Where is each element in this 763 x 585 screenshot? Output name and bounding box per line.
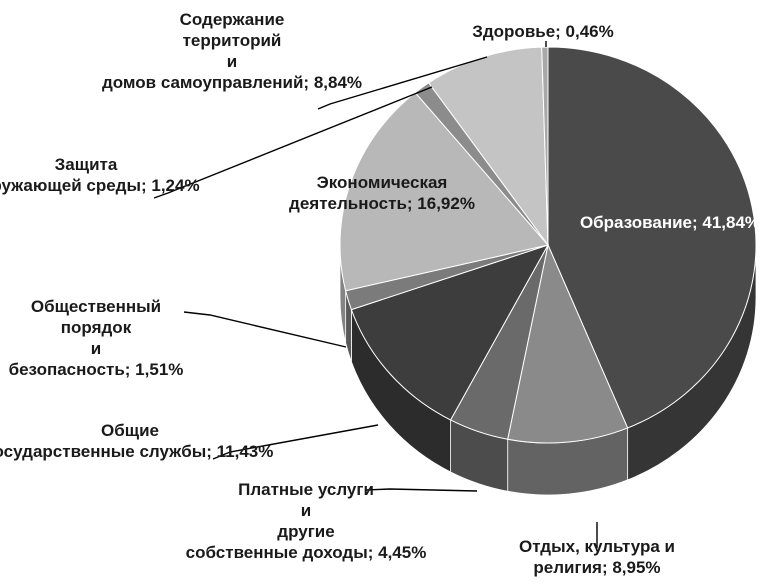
label-line: Отдых, культура и	[519, 537, 675, 556]
label-line: и	[301, 501, 311, 520]
label-line: домов самоуправлений; 8,84%	[102, 73, 362, 92]
pie-slice-общие-государственные-службы	[350, 244, 550, 421]
label-line: безопасность; 1,51%	[9, 360, 184, 379]
label-line: Содержание	[180, 10, 285, 29]
label-защита-окружающей-среды: Защита окружающей среды; 1,24%	[0, 155, 200, 195]
label-здоровье: Здоровье; 0,46%	[472, 22, 614, 41]
label-line: Платные услуги	[238, 480, 374, 499]
label-line: территорий	[183, 31, 282, 50]
pie-slice-содержание-территорий-и-домов-самоуправлений	[427, 46, 549, 247]
label-отдых-культура-и-религия: Отдых, культура и религия; 8,95%	[519, 537, 675, 577]
label-line: Экономическая	[317, 173, 448, 192]
label-line: Образование; 41,84%	[580, 213, 760, 232]
label-line: религия; 8,95%	[533, 558, 660, 577]
label-line: государственные службы; 11,43%	[0, 442, 273, 461]
leader-line-защита-окружающей-среды	[153, 86, 433, 199]
label-содержание-территорий-и-домов-самоуправлений: Содержание территорий и домов самоуправлени…	[102, 10, 362, 92]
pie-slice-образование	[547, 46, 757, 429]
leader-line-общие-государственные-службы	[212, 424, 379, 460]
leader-line-общественный-порядок-и-безопасность	[183, 311, 347, 348]
label-line: Здоровье; 0,46%	[472, 22, 614, 41]
label-общественный-порядок-и-безопасность: Общественный порядок и безопасность; 1,51%	[9, 297, 184, 379]
label-платные-услуги-и-другие-собственные-доходы: Платные услуги и другие собственные доходы;…	[186, 480, 427, 562]
pie-top-faces	[339, 46, 757, 444]
slice-labels: Образование; 41,84% Отдых, культура и рели…	[0, 10, 760, 577]
leader-lines	[153, 41, 598, 548]
label-общие-государственные-службы: Общие государственные службы; 11,43%	[0, 421, 273, 461]
pie-slice-здоровье	[541, 46, 549, 246]
label-line: собственные доходы; 4,45%	[186, 543, 427, 562]
label-line: Общественный	[31, 297, 161, 316]
pie-slice-экономическая-деятельность	[339, 91, 549, 292]
label-line: порядок	[61, 318, 132, 337]
label-line: Общие	[101, 421, 159, 440]
label-line: и	[227, 52, 237, 71]
pie-slice-отдых-культура-и-религия	[507, 243, 629, 444]
label-экономическая-деятельность: Экономическая деятельность; 16,92%	[289, 173, 475, 213]
label-образование: Образование; 41,84%	[580, 213, 760, 232]
label-line: деятельность; 16,92%	[289, 194, 475, 213]
label-line: другие	[277, 522, 334, 541]
leader-line-платные-услуги-и-другие-собственные-доходы	[365, 488, 478, 492]
label-line: и	[91, 339, 101, 358]
leader-line-содержание-территорий-и-домов-самоуправлений	[317, 56, 488, 110]
label-line: окружающей среды; 1,24%	[0, 176, 200, 195]
label-line: Защита	[55, 155, 118, 174]
